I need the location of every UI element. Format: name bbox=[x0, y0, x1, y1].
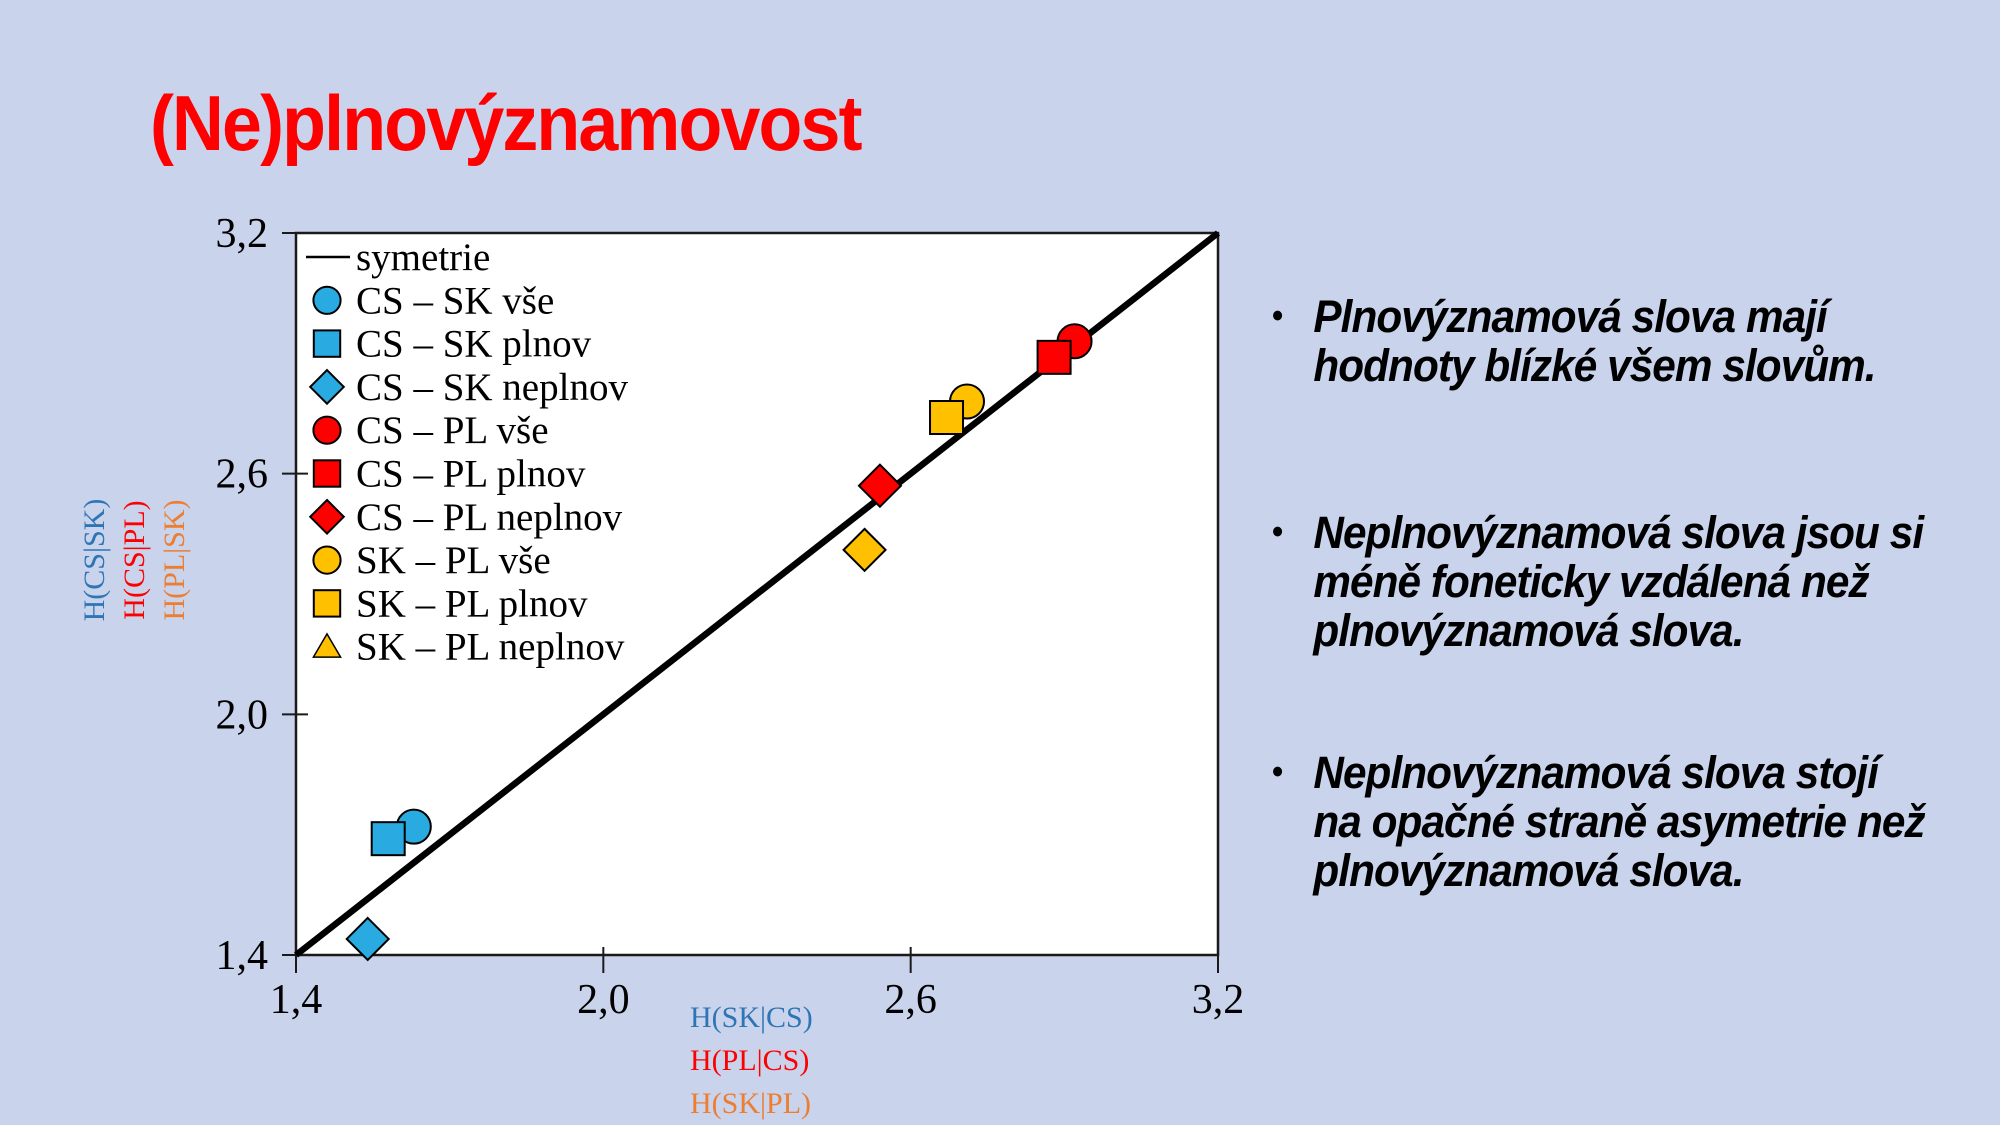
legend-label: SK – PL vše bbox=[356, 539, 551, 582]
x-tick-label: 2,6 bbox=[884, 977, 937, 1023]
data-point bbox=[857, 463, 903, 509]
legend-marker bbox=[312, 632, 342, 658]
bullet-text: Neplnovýznamová slova jsou si méně fonet… bbox=[1313, 507, 1924, 656]
bullet-item: • Neplnovýznamová slova jsou si méně fon… bbox=[1272, 508, 1930, 655]
bullet-icon: • bbox=[1272, 753, 1283, 791]
bullet-item: • Plnovýznamová slova mají hodnoty blízk… bbox=[1272, 292, 1930, 390]
legend-marker bbox=[312, 285, 342, 315]
data-point bbox=[1036, 339, 1072, 375]
bullet-icon: • bbox=[1272, 297, 1283, 335]
y-tick-label: 2,6 bbox=[216, 452, 269, 498]
data-point bbox=[370, 821, 406, 857]
x-tick-label: 2,0 bbox=[577, 977, 630, 1023]
legend-label: CS – SK plnov bbox=[356, 323, 592, 366]
y-tick-label: 3,2 bbox=[216, 211, 269, 257]
y-axis-label-line: H(CS|PL) bbox=[118, 500, 151, 619]
slide-title: (Ne)plnovýznamovost bbox=[150, 79, 862, 167]
bullet-icon: • bbox=[1272, 513, 1283, 551]
legend-marker bbox=[312, 459, 342, 488]
bullet-text: Plnovýznamová slova mají hodnoty blízké … bbox=[1313, 291, 1876, 391]
legend-label: CS – PL neplnov bbox=[356, 496, 623, 539]
legend-label: CS – PL plnov bbox=[356, 453, 586, 496]
y-tick-label: 1,4 bbox=[216, 933, 269, 979]
y-axis-label-line: H(CS|SK) bbox=[78, 499, 111, 622]
x-axis-label-line: H(PL|CS) bbox=[690, 1044, 809, 1077]
legend-marker bbox=[312, 415, 342, 445]
bullet-text: Neplnovýznamová slova stojí na opačné st… bbox=[1313, 747, 1925, 896]
legend-label: CS – SK vše bbox=[356, 279, 554, 322]
legend-label: SK – PL neplnov bbox=[356, 626, 625, 669]
legend-label: symetrie bbox=[356, 236, 490, 279]
x-tick-label: 1,4 bbox=[270, 977, 323, 1023]
legend-label: CS – SK neplnov bbox=[356, 366, 628, 409]
legend-label: SK – PL plnov bbox=[356, 582, 588, 625]
legend-marker bbox=[308, 498, 346, 536]
bullet-item: • Neplnovýznamová slova stojí na opačné … bbox=[1272, 748, 1930, 895]
legend-label: CS – PL vše bbox=[356, 409, 549, 452]
x-tick-label: 3,2 bbox=[1192, 977, 1245, 1023]
x-axis-label-line: H(SK|PL) bbox=[690, 1087, 811, 1120]
legend-marker bbox=[308, 368, 346, 406]
y-tick-label: 2,0 bbox=[216, 692, 269, 738]
legend-marker bbox=[312, 589, 342, 618]
y-axis-label-line: H(PL|SK) bbox=[158, 499, 191, 620]
x-axis-label-line: H(SK|CS) bbox=[690, 1001, 813, 1034]
data-point bbox=[842, 527, 887, 573]
legend-marker bbox=[312, 545, 342, 575]
legend-marker bbox=[312, 329, 342, 358]
data-point bbox=[929, 400, 965, 436]
data-point bbox=[345, 916, 391, 962]
